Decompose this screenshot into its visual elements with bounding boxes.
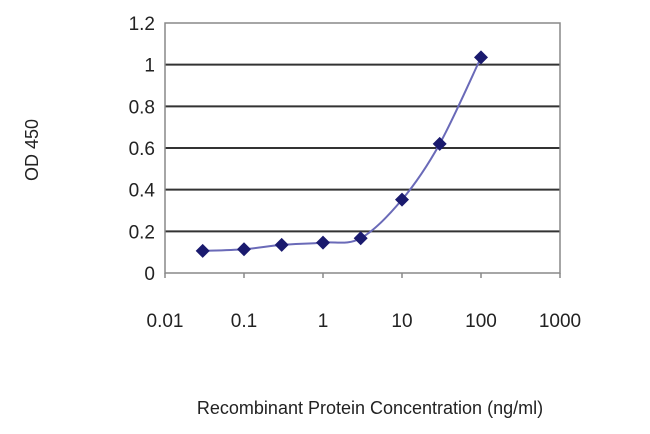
data-point bbox=[432, 136, 447, 151]
series-line bbox=[202, 56, 482, 252]
gridlines bbox=[165, 63, 560, 233]
data-point bbox=[195, 243, 210, 258]
y-tick-label: 1 bbox=[144, 56, 155, 77]
x-axis-label: Recombinant Protein Concentration (ng/ml… bbox=[197, 398, 543, 418]
x-tick-label: 1000 bbox=[539, 311, 581, 332]
y-tick-label: 0.6 bbox=[129, 139, 155, 160]
x-axis: 0.01 0.1 1 10 100 1000 bbox=[147, 273, 581, 332]
y-tick-label: 0.8 bbox=[129, 97, 155, 118]
data-point bbox=[353, 231, 368, 246]
x-tick-label: 10 bbox=[391, 311, 412, 332]
y-tick-label: 0.4 bbox=[129, 181, 156, 202]
y-tick-label: 1.2 bbox=[129, 14, 155, 35]
y-tick-label: 0.2 bbox=[129, 222, 155, 243]
data-point bbox=[395, 192, 409, 207]
x-tick-label: 1 bbox=[318, 311, 329, 332]
data-point bbox=[316, 235, 330, 250]
data-point bbox=[474, 50, 488, 65]
y-axis-label: OD 450 bbox=[22, 119, 42, 181]
x-tick-label: 100 bbox=[465, 311, 497, 332]
series bbox=[195, 50, 488, 258]
data-point bbox=[274, 237, 289, 252]
y-tick-label: 0 bbox=[144, 264, 155, 285]
x-tick-label: 0.01 bbox=[147, 311, 184, 332]
data-point bbox=[237, 242, 251, 257]
plot-area-border bbox=[164, 22, 561, 274]
y-axis: 0 0.2 0.4 0.6 0.8 1 1.2 bbox=[129, 14, 156, 285]
x-tick-label: 0.1 bbox=[231, 311, 257, 332]
